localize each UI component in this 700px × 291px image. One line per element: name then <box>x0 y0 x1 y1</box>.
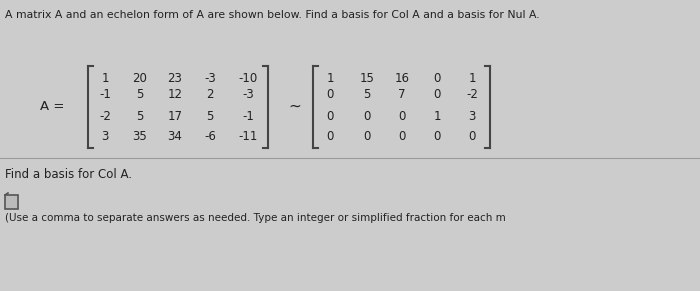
Text: 17: 17 <box>167 109 183 123</box>
Text: 1: 1 <box>468 72 476 84</box>
Text: 1: 1 <box>102 72 108 84</box>
Text: ~: ~ <box>288 98 302 113</box>
Text: 1: 1 <box>433 109 441 123</box>
Text: 35: 35 <box>132 129 148 143</box>
Text: 0: 0 <box>363 109 371 123</box>
Text: -6: -6 <box>204 129 216 143</box>
Text: 16: 16 <box>395 72 409 84</box>
Text: 5: 5 <box>136 88 144 102</box>
Text: 0: 0 <box>326 109 334 123</box>
Text: 2: 2 <box>206 88 214 102</box>
Text: 3: 3 <box>468 109 476 123</box>
Text: 0: 0 <box>363 129 371 143</box>
Text: 23: 23 <box>167 72 183 84</box>
Text: (Use a comma to separate answers as needed. Type an integer or simplified fracti: (Use a comma to separate answers as need… <box>5 213 505 223</box>
Text: 5: 5 <box>363 88 371 102</box>
Text: -2: -2 <box>99 109 111 123</box>
Text: 0: 0 <box>433 72 441 84</box>
Text: -11: -11 <box>238 129 258 143</box>
Text: 0: 0 <box>326 88 334 102</box>
Text: -1: -1 <box>99 88 111 102</box>
Text: 1: 1 <box>326 72 334 84</box>
Text: -3: -3 <box>242 88 254 102</box>
Text: A matrix A and an echelon form of A are shown below. Find a basis for Col A and : A matrix A and an echelon form of A are … <box>5 10 540 20</box>
Text: 7: 7 <box>398 88 406 102</box>
Text: 0: 0 <box>326 129 334 143</box>
Text: Find a basis for Col A.: Find a basis for Col A. <box>5 168 132 181</box>
Text: 0: 0 <box>398 109 406 123</box>
Text: 5: 5 <box>136 109 144 123</box>
Text: -3: -3 <box>204 72 216 84</box>
Text: 0: 0 <box>433 129 441 143</box>
Text: 15: 15 <box>360 72 374 84</box>
Text: 34: 34 <box>167 129 183 143</box>
Text: 12: 12 <box>167 88 183 102</box>
Text: 5: 5 <box>206 109 214 123</box>
Text: 3: 3 <box>102 129 108 143</box>
Text: 0: 0 <box>433 88 441 102</box>
Text: 0: 0 <box>398 129 406 143</box>
Text: -2: -2 <box>466 88 478 102</box>
Text: 0: 0 <box>468 129 476 143</box>
Text: A =: A = <box>40 100 64 113</box>
Text: 20: 20 <box>132 72 148 84</box>
FancyBboxPatch shape <box>5 195 18 209</box>
Text: -10: -10 <box>239 72 258 84</box>
Text: -1: -1 <box>242 109 254 123</box>
